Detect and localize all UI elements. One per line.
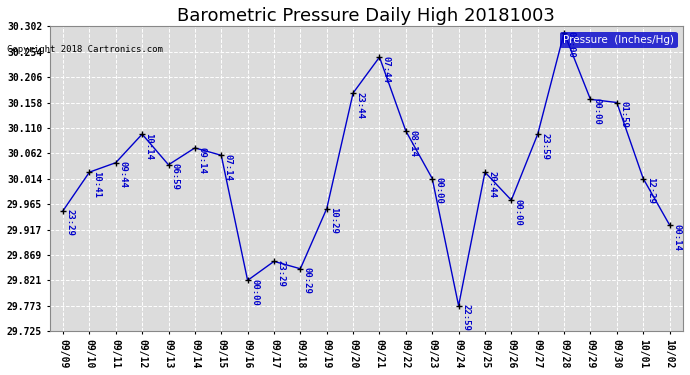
Text: 00:14: 00:14 (672, 224, 681, 251)
Text: 00:00: 00:00 (514, 199, 523, 226)
Text: 09:14: 09:14 (197, 147, 206, 173)
Text: 10:29: 10:29 (329, 207, 338, 234)
Text: 07:14: 07:14 (224, 154, 233, 181)
Text: Copyright 2018 Cartronics.com: Copyright 2018 Cartronics.com (7, 45, 163, 54)
Text: 22:59: 22:59 (461, 304, 470, 331)
Text: 23:29: 23:29 (66, 209, 75, 236)
Text: 20:44: 20:44 (487, 171, 496, 198)
Text: 07:44: 07:44 (382, 56, 391, 82)
Text: 09:00: 09:00 (566, 32, 575, 58)
Text: 08:14: 08:14 (408, 130, 417, 156)
Text: 23:29: 23:29 (277, 260, 286, 287)
Text: 00:29: 00:29 (303, 267, 312, 294)
Text: 10:41: 10:41 (92, 171, 101, 198)
Title: Barometric Pressure Daily High 20181003: Barometric Pressure Daily High 20181003 (177, 7, 555, 25)
Text: 00:00: 00:00 (593, 98, 602, 125)
Text: 23:59: 23:59 (540, 133, 549, 160)
Text: 00:00: 00:00 (435, 177, 444, 204)
Text: 10:14: 10:14 (145, 133, 154, 160)
Text: 12:29: 12:29 (646, 177, 655, 204)
Text: 09:44: 09:44 (118, 161, 127, 188)
Legend: Pressure  (Inches/Hg): Pressure (Inches/Hg) (560, 32, 678, 48)
Text: 00:00: 00:00 (250, 279, 259, 306)
Text: 01:59: 01:59 (619, 101, 629, 128)
Text: 06:59: 06:59 (171, 164, 180, 190)
Text: 23:44: 23:44 (355, 92, 364, 118)
